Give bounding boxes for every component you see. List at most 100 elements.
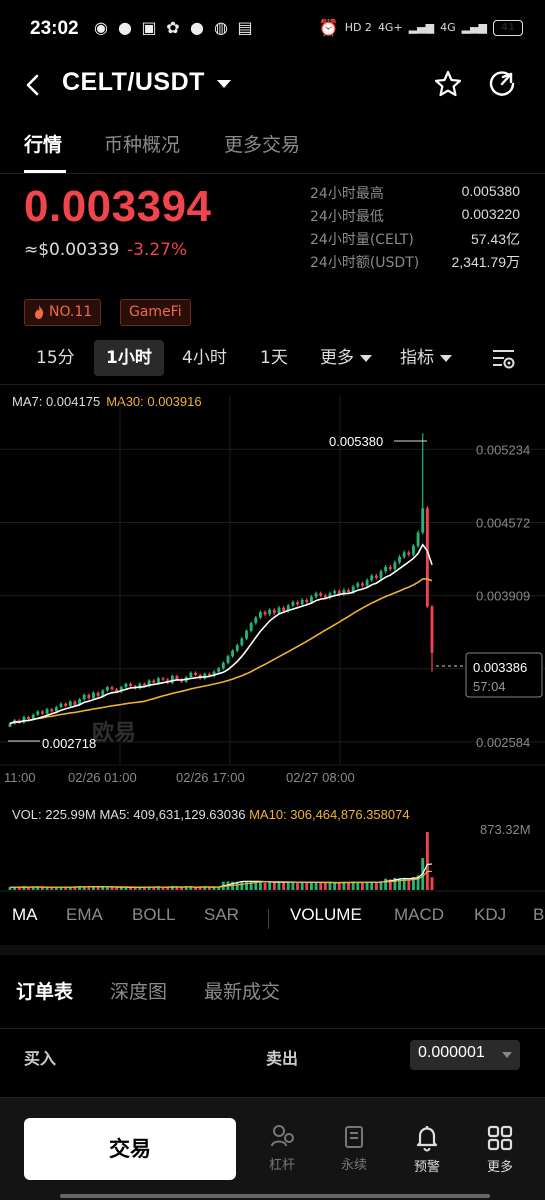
candle-body	[147, 680, 151, 687]
candle-body	[212, 671, 216, 677]
volume-bar	[361, 882, 364, 890]
interval-1d[interactable]: 1天	[260, 348, 288, 368]
chart-settings-icon[interactable]	[492, 348, 516, 370]
volume-bar	[124, 887, 128, 890]
candle-body	[296, 602, 299, 605]
category-label: GameFi	[129, 304, 182, 320]
volume-bar	[138, 886, 142, 890]
ind-boll[interactable]: BOLL	[132, 905, 176, 924]
pinwheel-icon: ✿	[166, 18, 180, 37]
vol-ma10: MA10: 306,464,876.358074	[249, 807, 410, 822]
tab-orderbook[interactable]: 订单表	[16, 981, 74, 1003]
volume-bar	[203, 886, 207, 890]
market-tabs: 行情 币种概况 更多交易	[0, 130, 545, 174]
candle-body	[421, 508, 425, 533]
volume-bar	[180, 887, 184, 890]
category-badge[interactable]: GameFi	[120, 299, 191, 326]
candle-body	[370, 575, 374, 581]
volume-bar	[115, 887, 119, 890]
candle-body	[143, 683, 146, 687]
candle-body	[291, 602, 295, 606]
back-arrow-icon[interactable]	[18, 68, 50, 102]
volume-bar	[277, 881, 281, 890]
tab-market[interactable]: 行情	[24, 134, 63, 156]
tab-latest-trades[interactable]: 最新成交	[204, 981, 281, 1003]
buy-header: 买入	[24, 1049, 57, 1068]
favorite-star-icon[interactable]	[432, 68, 464, 100]
volume-bar	[22, 886, 26, 890]
candle-body	[263, 612, 267, 615]
volume-bar	[73, 887, 77, 890]
candle-body	[337, 591, 341, 595]
candle-body	[277, 607, 281, 614]
ind-sar[interactable]: SAR	[204, 905, 239, 924]
nav-alert[interactable]: 预警	[402, 1124, 452, 1175]
candle-body	[221, 662, 225, 669]
candle-body	[152, 680, 156, 683]
ind-macd[interactable]: MACD	[394, 905, 445, 924]
candle-body	[105, 687, 109, 691]
indicator-menu[interactable]: 指标	[400, 340, 452, 376]
rank-label: NO.11	[49, 304, 93, 320]
candle-body	[240, 638, 244, 646]
tab-coin-overview[interactable]: 币种概况	[104, 134, 181, 156]
sell-header: 卖出	[266, 1049, 299, 1068]
grid-icon	[487, 1125, 513, 1151]
caret-down-icon[interactable]	[216, 76, 232, 92]
volume-bar	[161, 887, 165, 890]
interval-more[interactable]: 更多	[320, 340, 372, 376]
interval-bar: 15分 1小时 4小时 1天 更多 指标	[0, 340, 545, 378]
volume-bar	[374, 882, 378, 890]
watermark: 欧易	[92, 720, 136, 745]
pair-title[interactable]: CELT/USDT	[62, 68, 205, 96]
candle-body	[328, 593, 332, 598]
candle-body	[407, 552, 411, 555]
ma-legend: MA7: 0.004175 MA30: 0.003916	[12, 394, 202, 409]
volume-bar	[59, 887, 63, 890]
volume-bar	[416, 875, 420, 890]
ind-more[interactable]: B	[533, 905, 545, 924]
ma30-value: MA30: 0.003916	[106, 394, 202, 409]
notification-icons: ◉ ● ▣ ✿ ● ◍ ▤	[92, 19, 254, 37]
network-4gplus-label: 4G+	[377, 21, 403, 34]
nav-more[interactable]: 更多	[475, 1124, 525, 1175]
volume-bar	[296, 882, 299, 890]
candle-body	[217, 668, 221, 672]
volume-bar	[384, 878, 388, 890]
candlestick-chart[interactable]: 欧易 0.0052340.0045720.0039090.0032470.002…	[0, 385, 545, 805]
x-tick-label: 02/27 08:00	[286, 770, 355, 785]
candle-body	[374, 575, 378, 578]
volume-bar	[31, 886, 35, 890]
precision-select[interactable]: 0.000001	[410, 1040, 520, 1070]
vol-value: VOL: 225.99M	[12, 807, 96, 822]
active-tab-underline	[24, 170, 66, 173]
trade-button[interactable]: 交易	[24, 1118, 236, 1180]
interval-1h[interactable]: 1小时	[94, 340, 164, 376]
volume-bar	[64, 887, 68, 890]
network-4g-label: 4G	[440, 21, 456, 34]
interval-15m[interactable]: 15分	[36, 348, 75, 368]
volume-bar	[370, 882, 374, 890]
candle-body	[68, 701, 72, 706]
tab-more-trading[interactable]: 更多交易	[224, 134, 301, 156]
nav-perpetual[interactable]: 永续	[329, 1124, 379, 1173]
ind-ma[interactable]: MA	[12, 905, 38, 924]
candle-body	[258, 612, 262, 618]
y-tick-label: 0.004572	[476, 515, 530, 530]
share-icon[interactable]	[486, 68, 518, 100]
candle-body	[402, 552, 406, 557]
candle-body	[115, 689, 119, 692]
nav-leverage[interactable]: 杠杆	[257, 1124, 307, 1173]
volume-bar	[27, 887, 30, 890]
ind-volume[interactable]: VOLUME	[290, 905, 362, 924]
tab-depth-chart[interactable]: 深度图	[110, 981, 168, 1003]
candle-body	[231, 650, 235, 657]
candle-body	[379, 571, 383, 578]
candle-body	[235, 645, 239, 651]
interval-4h[interactable]: 4小时	[182, 348, 227, 368]
ind-ema[interactable]: EMA	[66, 905, 103, 924]
candle-body	[347, 590, 350, 593]
rank-badge[interactable]: NO.11	[24, 299, 102, 326]
x-tick-label: 02/26 01:00	[68, 770, 137, 785]
ind-kdj[interactable]: KDJ	[474, 905, 507, 924]
